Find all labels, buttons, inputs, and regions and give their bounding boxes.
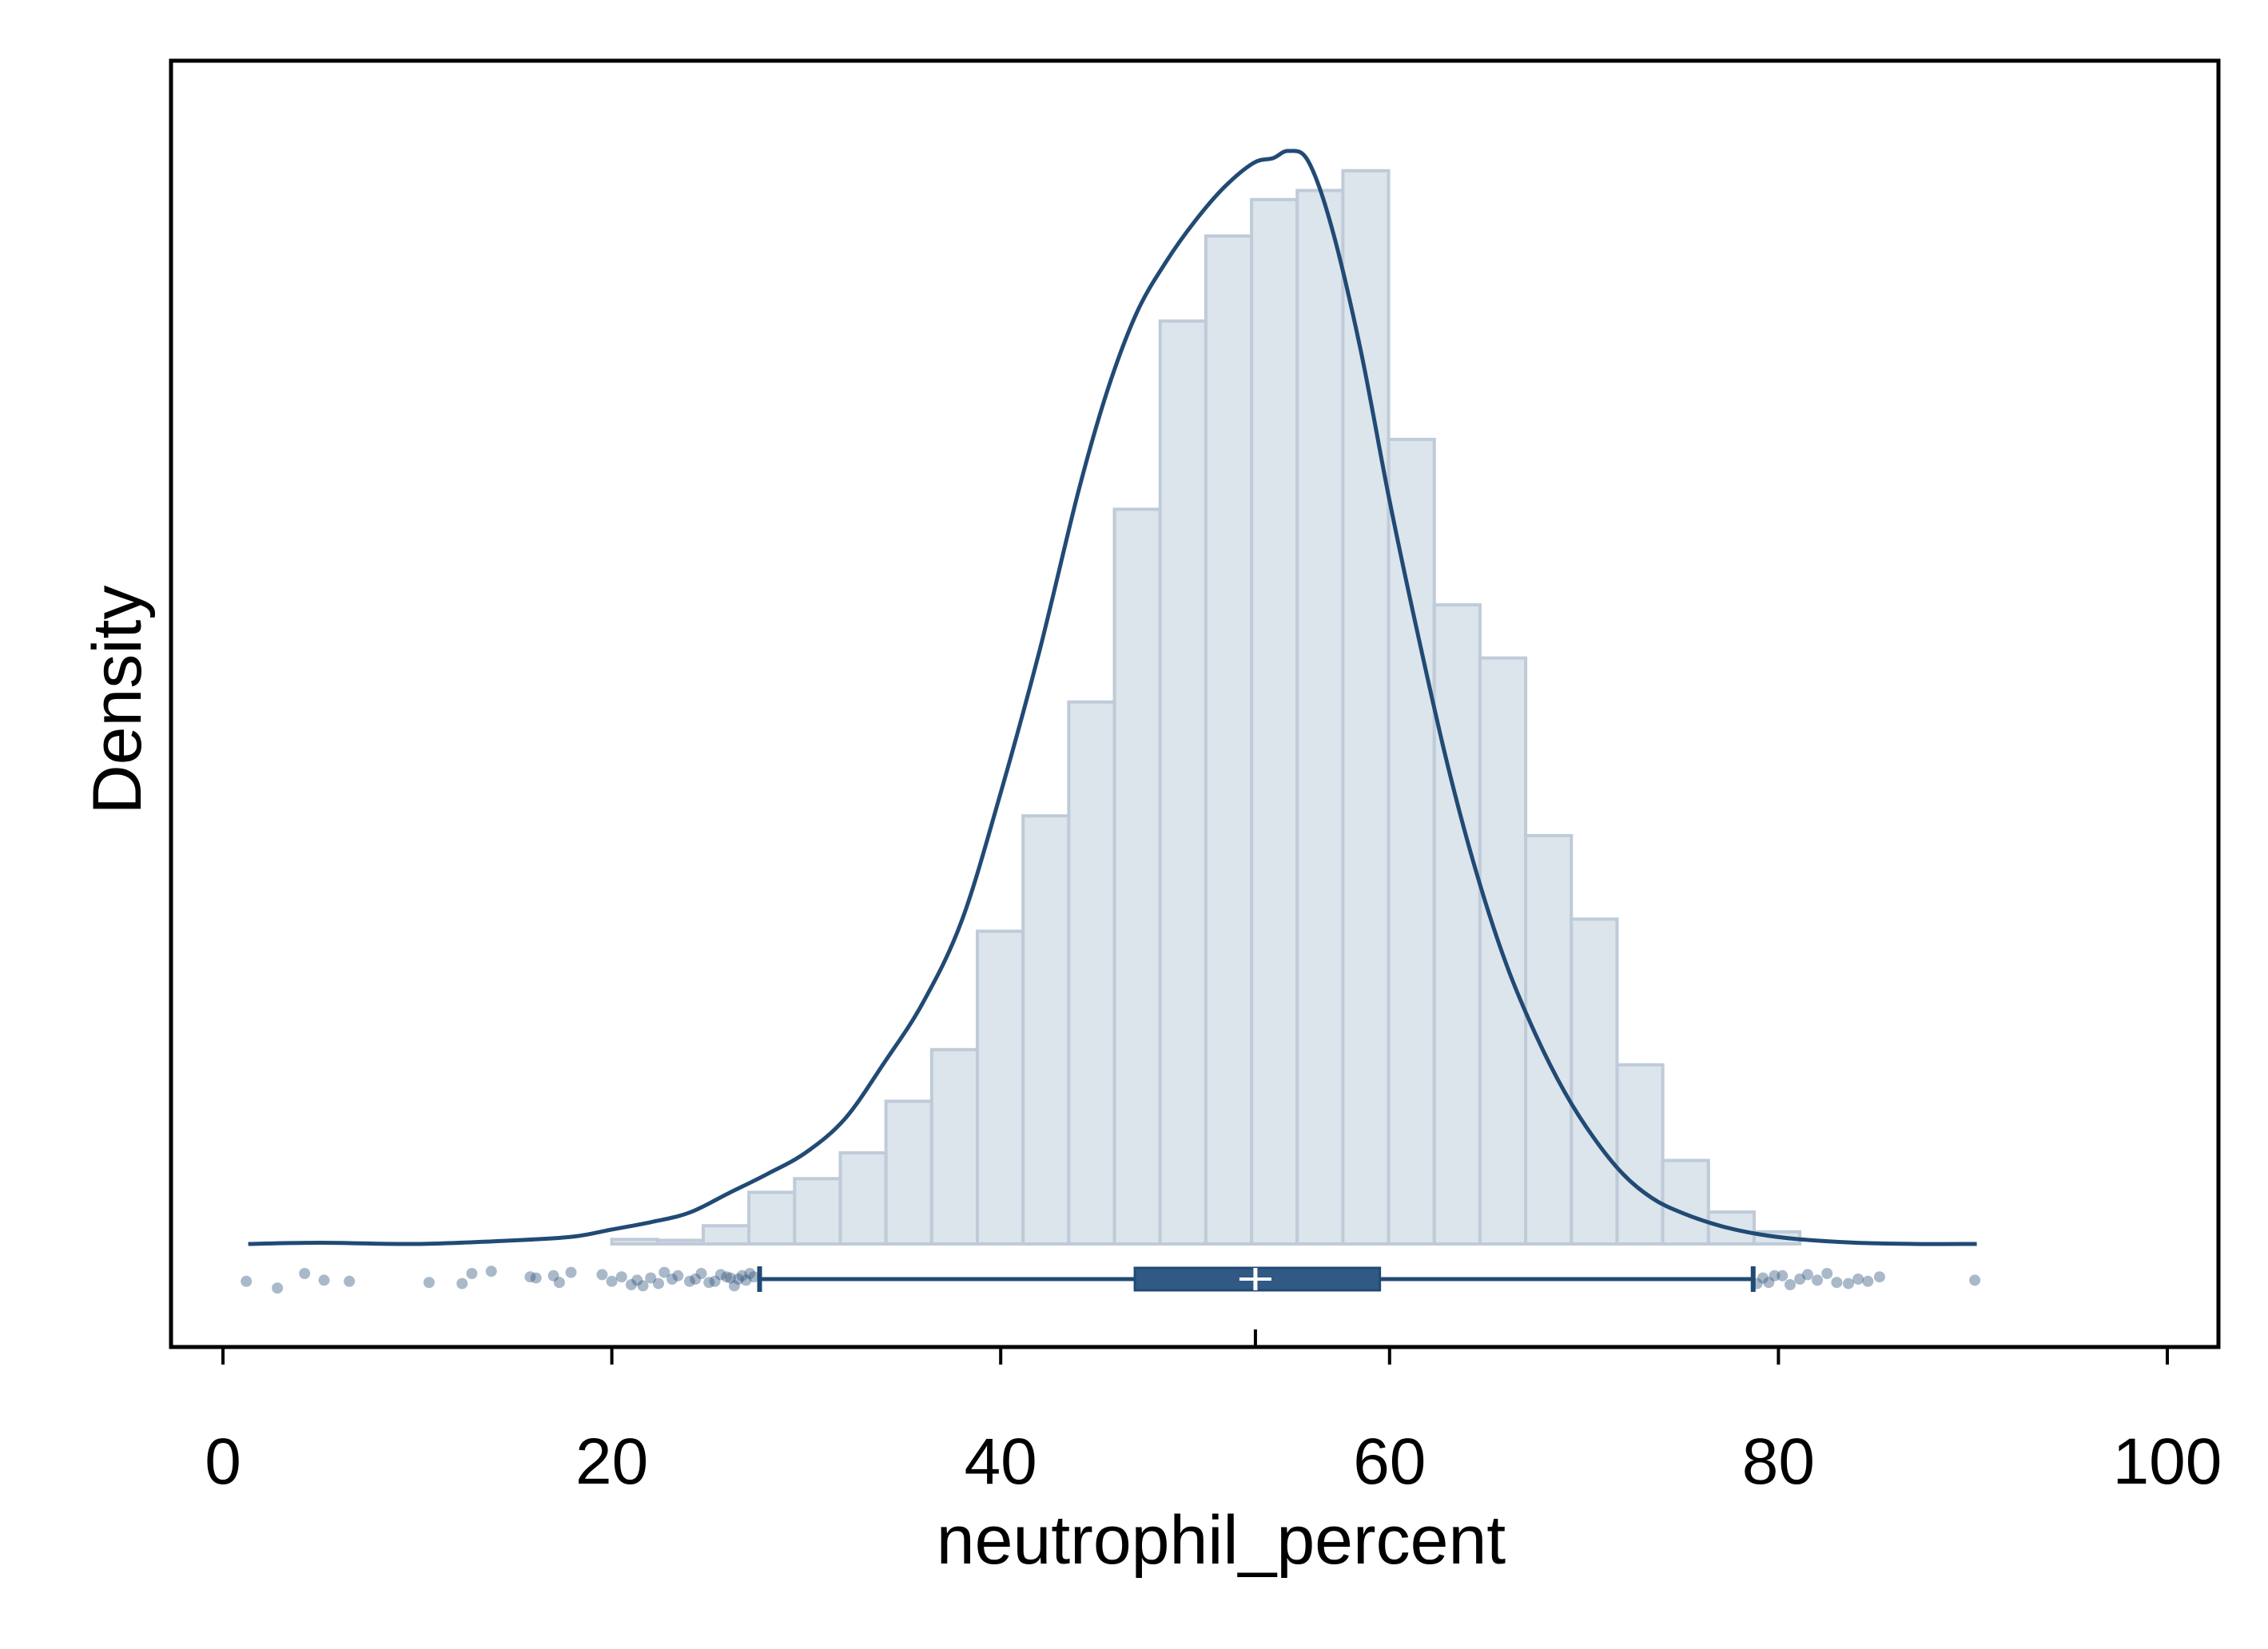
histogram-bar [610,1238,659,1246]
histogram-bar [1067,700,1116,1246]
outlier-point [1784,1279,1796,1290]
outlier-point [728,1280,740,1292]
outlier-point [695,1268,707,1279]
outlier-point [744,1268,756,1279]
outlier-point [1842,1277,1854,1289]
outlier-point [524,1271,536,1283]
outlier-point [423,1277,435,1289]
outlier-point [241,1275,253,1287]
x-tick-label: 80 [1742,1425,1815,1498]
density-curve [248,149,1977,1246]
outlier-point [1763,1277,1775,1289]
histogram-bar [1158,319,1208,1246]
outlier-point [1757,1272,1769,1284]
histogram-bar [1524,833,1574,1246]
histogram-bar [838,1151,888,1246]
outlier-point [659,1266,670,1278]
outlier-point [714,1269,726,1281]
histogram-bar [747,1190,797,1246]
outlier-point [466,1268,478,1279]
outlier-point [1794,1274,1806,1285]
histogram-bar [655,1238,705,1246]
outlier-point [703,1277,715,1289]
outlier-point [272,1282,284,1294]
outlier-point [736,1270,748,1281]
outlier-point [596,1269,608,1281]
histogram-bar [976,929,1025,1246]
histogram-bar [1021,814,1071,1246]
x-tick-label: 40 [965,1425,1037,1498]
outlier-point [637,1280,649,1292]
outlier-point [553,1277,565,1289]
x-axis: 0 20 40 60 80 100 [205,1329,2222,1498]
outlier-point [709,1275,721,1287]
outlier-point [530,1272,542,1284]
outlier-point [1821,1268,1833,1279]
outlier-point [1852,1274,1864,1285]
outlier-point [547,1270,559,1281]
outlier-point [725,1272,737,1284]
histogram-bar [793,1177,842,1246]
outlier-point [631,1274,643,1286]
outlier-point [1873,1271,1885,1283]
outlier-point [672,1270,684,1281]
x-tick-label: 20 [575,1425,648,1498]
histogram-bar [1341,169,1391,1246]
histogram-bar [1615,1063,1665,1246]
outlier-point [1862,1275,1874,1287]
outlier-point [1831,1277,1843,1289]
outlier-point [625,1279,637,1290]
outlier-point [485,1266,497,1277]
x-tick-label: 100 [2113,1425,2222,1498]
outlier-point [652,1277,664,1289]
histogram-bar [1661,1158,1710,1246]
outlier-point [645,1272,657,1284]
histogram-bar [1706,1210,1756,1246]
outlier-point [1969,1274,1981,1286]
outlier-point [456,1277,468,1289]
outlier-point [1769,1270,1781,1281]
histogram-bar [1387,438,1436,1246]
boxplot [241,1266,1981,1294]
outlier-point [666,1274,678,1285]
outlier-point [1812,1274,1824,1286]
outlier-point [565,1266,577,1278]
histogram-bar [884,1099,933,1246]
outlier-point [683,1275,695,1287]
outlier-point [721,1271,733,1283]
y-axis-label: Density [79,586,156,815]
outlier-point [748,1271,760,1283]
outlier-point [606,1275,618,1287]
histogram-bar [1112,507,1162,1246]
outlier-point [299,1268,311,1279]
histogram-bar [1432,603,1482,1246]
x-axis-label: neutrophil_percent [937,1502,1506,1579]
histogram-bar [929,1047,980,1246]
outlier-point [1777,1270,1789,1281]
histogram-bar [1204,234,1254,1246]
x-tick-label: 60 [1353,1425,1426,1498]
histogram-bar [1295,189,1345,1246]
histogram-bar [1570,917,1619,1246]
x-tick-label: 0 [205,1425,241,1498]
outlier-point [740,1274,752,1286]
plot-frame [169,58,2221,1349]
outlier-point [615,1271,627,1283]
outlier-point [690,1274,702,1285]
outlier-point [1801,1269,1813,1281]
histogram-bar [1250,197,1299,1246]
outlier-point [318,1274,330,1286]
histogram-bars [610,169,1802,1246]
outlier-point [732,1274,744,1285]
outlier-point [344,1275,356,1287]
histogram-bar [701,1224,751,1246]
